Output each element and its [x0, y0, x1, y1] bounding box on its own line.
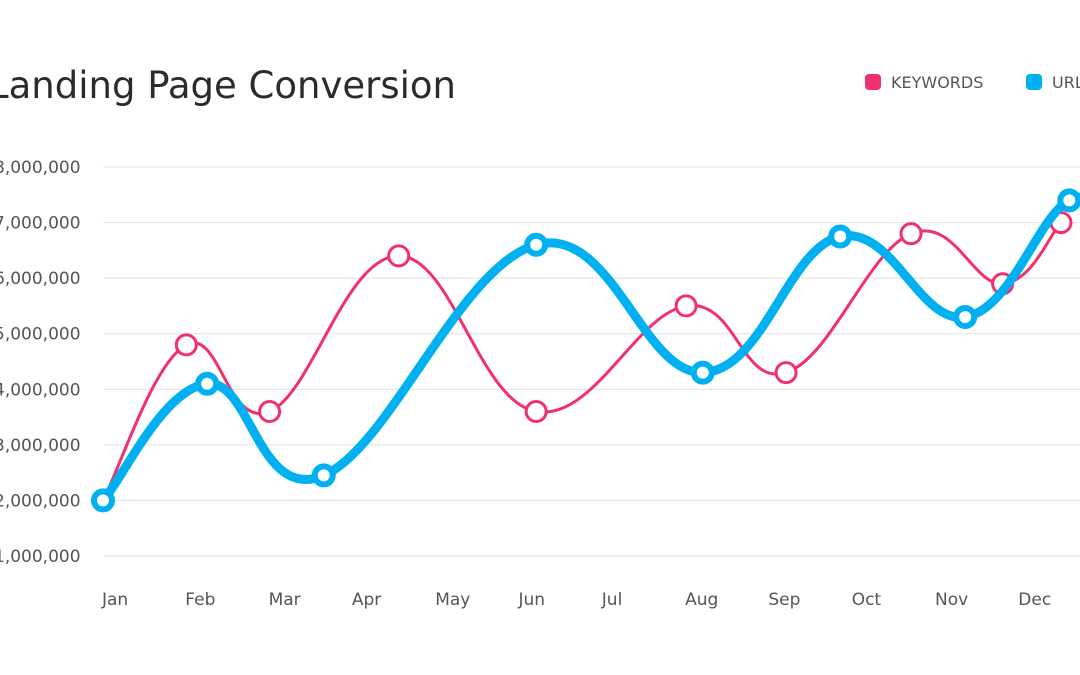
y-tick-label: 5,000,000 — [0, 325, 81, 345]
data-point-url — [1057, 188, 1080, 213]
legend: KEYWORDS URL — [865, 73, 1080, 92]
legend-keywords-swatch — [865, 74, 881, 90]
y-tick-label: 1,000,000 — [0, 547, 81, 567]
x-tick-label: Jul — [601, 590, 623, 610]
x-tick-label: Aug — [685, 590, 718, 610]
chart-title: Landing Page Conversion — [0, 64, 456, 107]
x-tick-label: Jan — [101, 590, 128, 610]
x-tick-label: Dec — [1018, 590, 1051, 610]
x-tick-label: Mar — [269, 590, 301, 610]
y-tick-label: 8,000,000 — [0, 158, 81, 178]
x-tick-label: Nov — [935, 590, 968, 610]
x-tick-label: Apr — [352, 590, 381, 610]
y-tick-label: 6,000,000 — [0, 269, 81, 289]
x-tick-label: May — [435, 590, 470, 610]
data-point-url — [311, 463, 336, 488]
data-point-url — [828, 224, 853, 249]
series-url — [91, 188, 1080, 513]
series-line-url — [98, 192, 1080, 505]
x-tick-label: Feb — [185, 590, 215, 610]
data-point-keywords — [774, 361, 798, 385]
legend-url-swatch — [1026, 74, 1042, 90]
legend-url-label: URL — [1052, 73, 1080, 92]
data-point-url — [91, 488, 115, 513]
data-point-url — [195, 371, 220, 396]
y-tick-label: 4,000,000 — [0, 380, 81, 400]
data-point-url — [953, 305, 978, 330]
data-point-url — [524, 232, 549, 257]
x-tick-label: Oct — [852, 590, 882, 610]
y-tick-label: 2,000,000 — [0, 491, 81, 511]
x-tick-label: Jun — [518, 590, 546, 610]
data-point-keywords — [524, 400, 548, 424]
y-axis-ticks: 1,000,000 2,000,000 3,000,000 4,000,000 5,00… — [0, 158, 81, 567]
x-axis-ticks: Jan Feb Mar Apr May Jun Jul Aug Sep Oct Nov Dec — [101, 590, 1051, 610]
x-tick-label: Sep — [768, 590, 800, 610]
y-tick-label: 3,000,000 — [0, 436, 81, 456]
data-point-keywords — [674, 294, 698, 318]
grid — [103, 166, 1080, 557]
data-point-keywords — [387, 244, 411, 268]
y-tick-label: 7,000,000 — [0, 214, 81, 234]
series-lines — [91, 188, 1080, 513]
series-line-keywords — [101, 221, 1063, 502]
data-point-url — [690, 360, 715, 385]
data-point-keywords — [258, 400, 282, 424]
data-point-keywords — [174, 333, 198, 357]
data-point-keywords — [899, 222, 923, 246]
legend-keywords-label: KEYWORDS — [891, 73, 983, 92]
